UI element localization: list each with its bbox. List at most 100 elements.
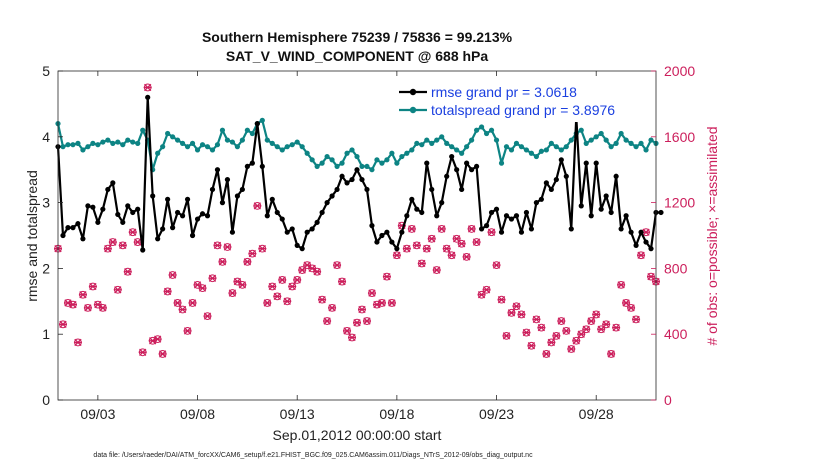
series-point-rmse (364, 186, 370, 193)
series-point-totalspread (140, 127, 146, 133)
obs-assimilated-point (118, 241, 127, 250)
legend: rmse grand pr = 3.0618 totalspread grand… (393, 80, 655, 122)
x-tick-label: 09/08 (180, 406, 215, 422)
series-point-totalspread (638, 140, 644, 146)
series-point-rmse (618, 226, 624, 232)
series-point-rmse (135, 206, 141, 212)
obs-assimilated-point (367, 289, 376, 297)
series-point-rmse (279, 216, 285, 222)
series-point-totalspread (110, 140, 116, 146)
series-point-rmse (349, 176, 355, 183)
series-point-rmse (100, 206, 106, 212)
series-point-totalspread (229, 139, 236, 145)
series-point-rmse (424, 160, 430, 166)
obs-assimilated-point (328, 304, 337, 312)
obs-assimilated-point (492, 261, 501, 269)
legend-totalspread-label: totalspread grand pr = 3.8976 (431, 102, 615, 118)
series-point-totalspread (553, 144, 559, 150)
series-point-rmse (85, 203, 91, 209)
series-point-rmse (603, 193, 609, 199)
series-point-rmse (613, 173, 619, 179)
series-point-rmse (249, 160, 255, 166)
obs-assimilated-point (128, 228, 137, 236)
series-point-rmse (80, 236, 86, 242)
obs-assimilated-point (632, 315, 641, 324)
series-point-rmse (319, 209, 325, 216)
series-point-totalspread (179, 140, 186, 146)
series-point-rmse (314, 219, 320, 225)
series-point-rmse (244, 163, 250, 170)
obs-assimilated-point (487, 228, 496, 236)
series-point-totalspread (209, 147, 216, 153)
series-point-totalspread (319, 160, 325, 166)
y-left-tick-label: 0 (42, 392, 50, 408)
series-point-rmse (608, 209, 614, 216)
obs-assimilated-point (278, 276, 287, 284)
chart-title-line1: Southern Hemisphere 75239 / 75836 = 99.2… (202, 29, 513, 45)
series-point-totalspread (65, 142, 71, 148)
series-point-rmse (264, 213, 270, 219)
obs-assimilated-point (248, 249, 257, 258)
series-point-totalspread (364, 163, 370, 170)
series-point-rmse (75, 221, 81, 227)
obs-assimilated-point (592, 310, 601, 319)
obs-assimilated-point (522, 328, 531, 337)
series-point-totalspread (259, 117, 265, 123)
legend-box (393, 80, 655, 122)
obs-assimilated-point (188, 299, 197, 307)
obs-assimilated-point (68, 300, 77, 309)
obs-assimilated-point (407, 225, 416, 233)
obs-assimilated-point (338, 277, 347, 286)
series-point-rmse (115, 211, 121, 218)
series-point-rmse (145, 94, 151, 100)
series-point-rmse (289, 226, 295, 232)
y-right-tick-label: 1200 (664, 195, 695, 211)
series-point-totalspread (548, 140, 554, 146)
series-point-rmse (593, 160, 599, 166)
series-point-rmse (414, 206, 420, 212)
series-point-rmse (199, 211, 206, 217)
series-point-rmse (578, 203, 584, 209)
series-point-rmse (105, 186, 111, 193)
obs-assimilated-point (308, 264, 317, 273)
series-point-totalspread (643, 147, 649, 153)
series-point-totalspread (224, 137, 231, 143)
series-point-rmse (274, 209, 280, 216)
series-point-totalspread (70, 142, 76, 148)
chart-title-line2: SAT_V_WIND_COMPONENT @ 688 hPa (226, 48, 489, 64)
series-point-totalspread (189, 140, 196, 146)
series-point-rmse (454, 167, 460, 173)
series-point-totalspread (558, 147, 564, 153)
series-point-rmse (633, 242, 639, 248)
obs-assimilated-point (387, 299, 396, 307)
series-point-totalspread (234, 144, 240, 150)
series-point-totalspread (239, 137, 245, 143)
series-point-rmse (334, 186, 340, 193)
series-point-totalspread (60, 144, 66, 150)
obs-assimilated-point (507, 309, 516, 317)
obs-assimilated-point (353, 319, 361, 327)
obs-assimilated-point (168, 271, 177, 279)
series-point-totalspread (419, 142, 425, 148)
series-point-rmse (189, 232, 196, 239)
obs-assimilated-point (183, 327, 192, 335)
series-point-totalspread (359, 163, 365, 170)
series-point-rmse (409, 196, 415, 202)
series-point-totalspread (199, 142, 206, 148)
y-right-tick-label: 1600 (664, 129, 695, 145)
obs-assimilated-point (612, 323, 621, 332)
series-point-totalspread (170, 134, 176, 140)
series-point-rmse (204, 213, 211, 219)
series-point-rmse (568, 226, 574, 232)
series-point-rmse (449, 153, 455, 160)
obs-assimilated-point (348, 333, 357, 342)
series-lines (55, 94, 664, 253)
series-point-rmse (309, 226, 315, 232)
series-point-totalspread (409, 147, 415, 153)
series-point-rmse (478, 226, 485, 232)
obs-assimilated-point (333, 261, 342, 269)
series-point-rmse (179, 213, 186, 219)
series-point-totalspread (404, 150, 410, 156)
series-point-totalspread (115, 139, 121, 145)
